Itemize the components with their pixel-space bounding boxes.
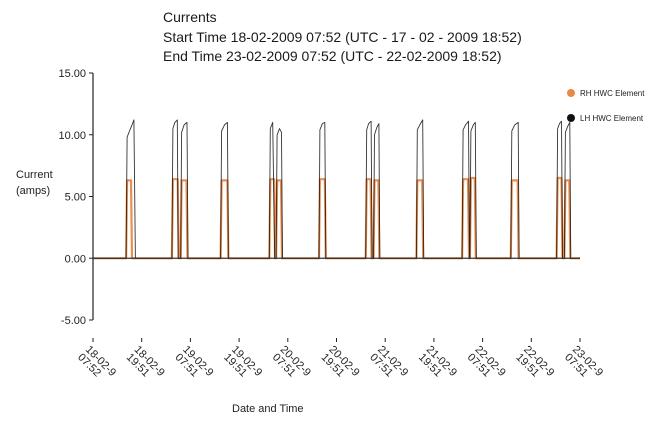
y-tick-label: 0.00: [65, 253, 86, 265]
x-tick-label: 20-02-907:51: [270, 344, 313, 380]
chart-subtitle-start: Start Time 18-02-2009 07:52 (UTC - 17 - …: [163, 29, 522, 45]
y-axis-label-line-1: Current: [16, 169, 53, 181]
legend-label-rh-hwc-element: RH HWC Element: [580, 89, 645, 98]
series-line-lh-hwc-element: [93, 119, 580, 259]
x-tick-label: 19-02-919:51: [221, 344, 264, 380]
y-tick-label: -5.00: [61, 315, 86, 327]
y-tick-label: 5.00: [65, 192, 86, 204]
x-tick-label: 18-02-907:52: [75, 344, 118, 380]
series-group: [93, 119, 580, 260]
x-tick-label: 21-02-907:51: [367, 344, 410, 380]
chart-title: Currents: [163, 9, 217, 25]
series-line-rh-hwc-element: [93, 176, 580, 260]
legend: RH HWC Element LH HWC Element: [567, 89, 645, 123]
x-tick-label: 21-02-919:51: [416, 344, 459, 380]
legend-label-lh-hwc-element: LH HWC Element: [580, 114, 644, 123]
chart-subtitle-end: End Time 23-02-2009 07:52 (UTC - 22-02-2…: [163, 48, 502, 64]
x-tick-label: 23-02-907:51: [562, 344, 605, 380]
legend-marker-lh-hwc-element: [567, 114, 575, 122]
x-tick-label: 18-02-919:51: [124, 344, 167, 380]
x-tick-label: 22-02-919:51: [513, 344, 556, 380]
x-tick-label: 22-02-907:51: [465, 344, 508, 380]
y-tick-label: 10.00: [58, 130, 86, 142]
legend-marker-rh-hwc-element: [567, 89, 575, 97]
x-tick-label: 20-02-919:51: [319, 344, 362, 380]
x-tick-group: 18-02-907:52 18-02-919:51 19-02-907:51 19-0…: [75, 338, 605, 380]
y-tick-group: 15.00 10.00 5.00 0.00 -5.00: [58, 68, 93, 327]
y-axis-label-line-2: (amps): [16, 185, 50, 197]
axes-group: [92, 73, 580, 320]
x-tick-label: 19-02-907:51: [173, 344, 216, 380]
y-tick-label: 15.00: [58, 68, 86, 80]
x-axis-label: Date and Time: [232, 403, 304, 415]
